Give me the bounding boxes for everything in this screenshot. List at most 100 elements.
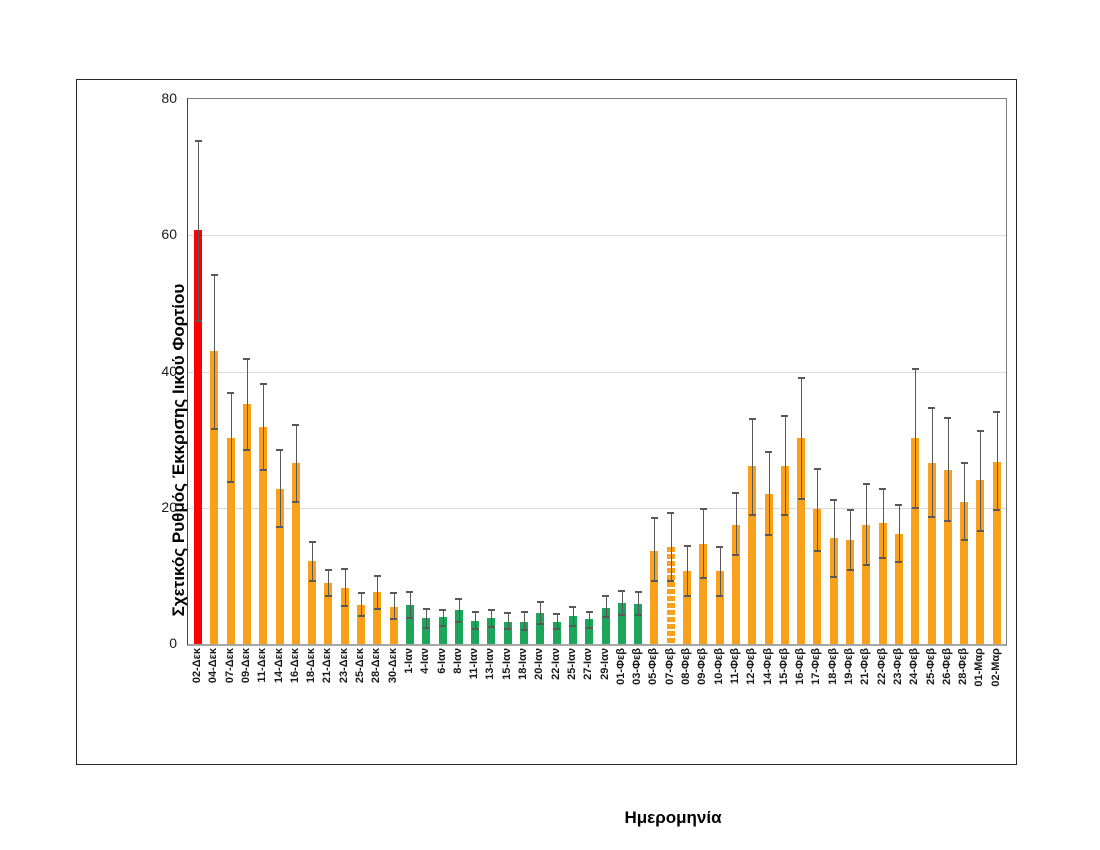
error-cap-bottom-29-Ιαν xyxy=(602,615,609,618)
error-bar-07-Δεκ xyxy=(230,393,232,482)
x-tick-label: 12-Φεβ xyxy=(745,648,758,685)
bar-13-Ιαν xyxy=(487,618,496,644)
error-cap-bottom-22-Φεβ xyxy=(879,557,887,560)
error-cap-bottom-23-Δεκ xyxy=(341,604,349,607)
error-cap-top-16-Δεκ xyxy=(292,423,300,426)
x-tick-label: 22-Φεβ xyxy=(875,648,888,685)
error-cap-top-29-Ιαν xyxy=(602,594,609,597)
gridline-20 xyxy=(188,507,1006,509)
x-tick-label: 02-Μαρ xyxy=(989,648,1002,687)
error-cap-bottom-18-Δεκ xyxy=(308,580,316,583)
x-axis-title: Ημερομηνία xyxy=(624,808,722,827)
bar-25-Δεκ xyxy=(357,604,365,644)
error-cap-top-16-Φεβ xyxy=(797,376,805,379)
bar-25-Ιαν xyxy=(568,616,577,644)
error-bar-1-Ιαν xyxy=(409,591,411,619)
x-tick-label: 18-Ιαν xyxy=(517,648,529,680)
error-bar-16-Φεβ xyxy=(801,377,803,499)
bar-14-Φεβ xyxy=(764,494,773,644)
error-cap-top-25-Ιαν xyxy=(569,605,577,608)
error-cap-bottom-23-Φεβ xyxy=(895,560,903,563)
error-cap-bottom-02-Μαρ xyxy=(993,509,1001,512)
x-tick-label: 04-Δεκ xyxy=(207,648,220,684)
bar-02-Μαρ xyxy=(992,462,1001,644)
y-tick-label: 20 xyxy=(161,498,177,515)
error-bar-25-Ιαν xyxy=(572,606,574,626)
gridline-40 xyxy=(188,371,1006,373)
bar-29-Ιαν xyxy=(601,607,610,644)
error-cap-top-09-Δεκ xyxy=(243,358,251,361)
bar-23-Φεβ xyxy=(894,533,903,644)
error-cap-bottom-04-Δεκ xyxy=(210,427,218,430)
x-tick-label: 13-Ιαν xyxy=(484,648,497,680)
x-tick-label: 16-Δεκ xyxy=(288,648,301,684)
x-tick-label: 11-Ιαν xyxy=(468,648,481,680)
x-tick-label: 14-Φεβ xyxy=(761,648,774,685)
bar-21-Δεκ xyxy=(324,582,333,644)
error-cap-bottom-18-Ιαν xyxy=(520,629,528,632)
error-cap-bottom-21-Φεβ xyxy=(862,563,870,566)
error-cap-bottom-02-Δεκ xyxy=(194,320,202,323)
error-cap-top-01-Μαρ xyxy=(976,429,984,432)
x-tick-label: 19-Φεβ xyxy=(843,648,855,685)
error-cap-bottom-15-Ιαν xyxy=(504,628,512,630)
bar-27-Ιαν xyxy=(585,619,594,644)
error-cap-bottom-20-Ιαν xyxy=(536,623,544,626)
x-tick-label: 28-Δεκ xyxy=(370,648,383,684)
x-tick-label: 29-Ιαν xyxy=(598,648,611,680)
bar-08-Φεβ xyxy=(683,571,691,644)
error-cap-top-18-Φεβ xyxy=(830,499,838,502)
error-bar-15-Φεβ xyxy=(784,416,786,516)
error-bar-14-Φεβ xyxy=(768,451,770,535)
error-cap-top-11-Δεκ xyxy=(259,383,267,386)
error-cap-top-11-Φεβ xyxy=(732,491,740,494)
error-cap-top-02-Μαρ xyxy=(993,410,1001,413)
error-bar-21-Φεβ xyxy=(866,483,868,565)
error-bar-28-Δεκ xyxy=(377,575,379,609)
bar-15-Ιαν xyxy=(503,621,512,644)
error-cap-top-21-Φεβ xyxy=(862,482,870,485)
error-bar-11-Φεβ xyxy=(735,492,737,555)
bar-18-Δεκ xyxy=(308,560,317,644)
error-cap-top-13-Ιαν xyxy=(487,608,495,611)
x-tick-label: 8-Ιαν xyxy=(451,648,464,674)
x-tick-label: 25-Ιαν xyxy=(565,648,578,680)
error-cap-top-02-Δεκ xyxy=(194,140,202,143)
gridline-60 xyxy=(188,235,1006,237)
bar-14-Δεκ xyxy=(275,488,284,644)
bar-09-Φεβ xyxy=(699,543,708,644)
error-cap-bottom-15-Φεβ xyxy=(781,514,789,517)
x-tick-label: 05-Φεβ xyxy=(647,648,660,685)
error-cap-bottom-16-Δεκ xyxy=(292,500,300,503)
bar-6-Ιαν xyxy=(438,617,447,644)
error-cap-top-28-Φεβ xyxy=(960,461,968,464)
bar-19-Φεβ xyxy=(846,539,854,644)
error-cap-bottom-07-Δεκ xyxy=(227,480,235,483)
error-cap-bottom-09-Φεβ xyxy=(699,576,707,579)
x-tick-label: 17-Φεβ xyxy=(810,648,823,685)
error-cap-top-07-Φεβ xyxy=(667,512,675,515)
error-cap-bottom-28-Φεβ xyxy=(960,539,968,542)
error-cap-top-23-Φεβ xyxy=(895,504,903,507)
bar-16-Δεκ xyxy=(291,463,300,644)
bar-30-Δεκ xyxy=(389,606,398,644)
error-bar-25-Φεβ xyxy=(931,408,933,518)
error-bar-4-Ιαν xyxy=(426,609,428,628)
error-bar-01-Μαρ xyxy=(980,430,982,531)
x-tick-label: 01-Φεβ xyxy=(614,648,627,685)
x-tick-label: 01-Μαρ xyxy=(973,648,986,687)
error-cap-bottom-11-Φεβ xyxy=(732,553,740,556)
x-tick-label: 18-Δεκ xyxy=(305,648,318,684)
error-cap-bottom-26-Φεβ xyxy=(944,520,952,523)
bar-21-Φεβ xyxy=(862,524,871,644)
y-tick-label: 0 xyxy=(169,635,177,651)
bar-10-Φεβ xyxy=(715,571,724,644)
x-tick-label: 18-Φεβ xyxy=(826,648,839,685)
error-cap-top-17-Φεβ xyxy=(813,467,821,470)
bar-09-Δεκ xyxy=(242,404,251,644)
bar-8-Ιαν xyxy=(454,609,463,644)
bar-23-Δεκ xyxy=(340,588,349,644)
bar-11-Δεκ xyxy=(259,426,268,644)
error-bar-17-Φεβ xyxy=(817,468,819,551)
